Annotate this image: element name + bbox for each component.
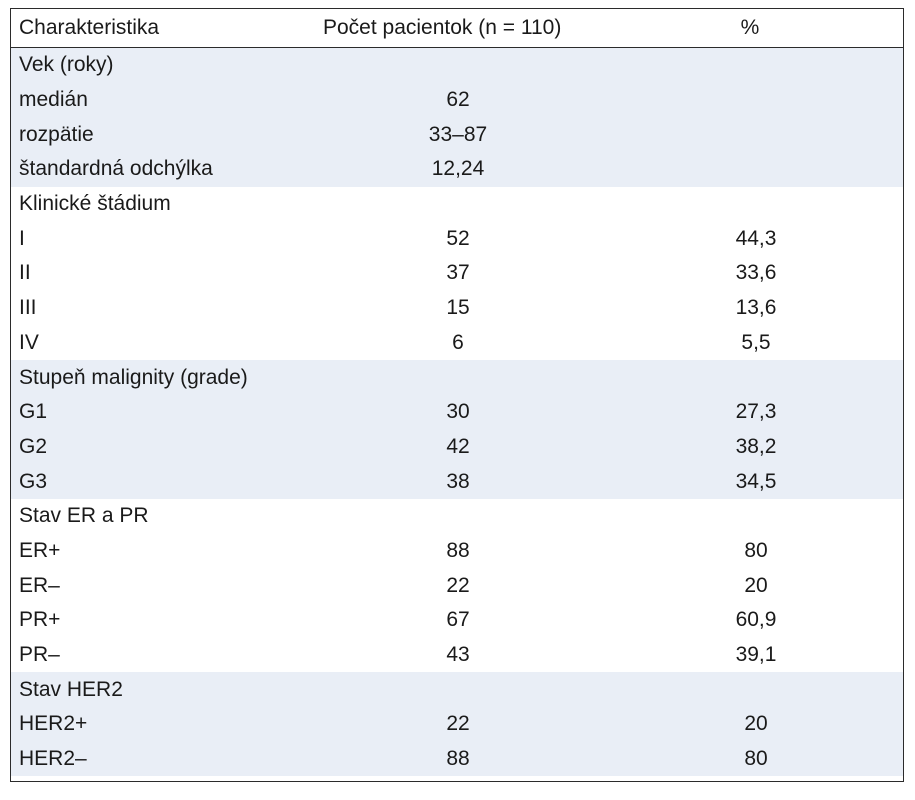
- row-label: PR+: [11, 603, 303, 638]
- header-count: Počet pacientok (n = 110): [303, 9, 613, 48]
- table-row: PR– 43 39,1: [11, 637, 903, 673]
- row-count: 15: [303, 290, 613, 326]
- header-percent: %: [613, 9, 903, 48]
- row-count: 30: [303, 394, 613, 430]
- row-label: HER2–: [11, 741, 303, 777]
- row-value: 33–87: [428, 122, 488, 146]
- row-count: 6: [303, 325, 613, 361]
- row-value: 12,24: [431, 157, 485, 181]
- row-label: II: [11, 256, 303, 291]
- group-heading: Stav HER2: [11, 672, 903, 708]
- group-heading-row: Klinické štádium: [11, 186, 903, 222]
- row-percent: 5,5: [613, 325, 903, 361]
- group-heading: Stupeň malignity (grade): [11, 360, 903, 395]
- table-row: III 15 13,6: [11, 290, 903, 326]
- row-label: štandardná odchýlka: [11, 152, 303, 187]
- row-count: 38: [303, 464, 613, 499]
- patient-characteristics-table: Charakteristika Počet pacientok (n = 110…: [10, 8, 904, 782]
- row-percent: 13,6: [613, 290, 903, 326]
- group-heading: Stav ER a PR: [11, 498, 903, 534]
- row-count: 67: [303, 603, 613, 638]
- table-row: ER+ 88 80: [11, 533, 903, 569]
- table-body: Vek (roky) medián 62 rozpätie 33–87 štandardn…: [11, 47, 903, 777]
- group-heading-row: Stav HER2: [11, 672, 903, 708]
- row-percent: 80: [613, 533, 903, 569]
- table-row: IV 6 5,5: [11, 325, 903, 361]
- row-label: HER2+: [11, 707, 303, 742]
- row-count: 52: [303, 221, 613, 257]
- header-row: Charakteristika Počet pacientok (n = 110…: [11, 9, 903, 48]
- group-heading: Klinické štádium: [11, 186, 903, 222]
- row-label: medián: [11, 82, 303, 118]
- row-percent: 38,2: [613, 429, 903, 465]
- table-row: medián 62: [11, 82, 903, 118]
- row-label: ER+: [11, 533, 303, 569]
- row-label: III: [11, 290, 303, 326]
- group-heading-row: Stav ER a PR: [11, 498, 903, 534]
- row-count: 88: [303, 533, 613, 569]
- row-label: I: [11, 221, 303, 257]
- row-label: PR–: [11, 637, 303, 673]
- row-percent: 39,1: [613, 637, 903, 673]
- row-value-cell: 12,24: [303, 152, 903, 187]
- table-row: štandardná odchýlka 12,24: [11, 152, 903, 187]
- row-percent: 27,3: [613, 394, 903, 430]
- row-percent: 34,5: [613, 464, 903, 499]
- row-count: 37: [303, 256, 613, 291]
- row-label: G3: [11, 464, 303, 499]
- row-label: IV: [11, 325, 303, 361]
- table-row: G3 38 34,5: [11, 464, 903, 499]
- header-characteristic: Charakteristika: [11, 9, 303, 48]
- row-label: rozpätie: [11, 117, 303, 153]
- table-row: PR+ 67 60,9: [11, 603, 903, 638]
- table-row: HER2– 88 80: [11, 741, 903, 777]
- row-label: G1: [11, 394, 303, 430]
- row-percent: 20: [613, 707, 903, 742]
- group-heading: Vek (roky): [11, 47, 903, 83]
- table-row: II 37 33,6: [11, 256, 903, 291]
- data-table: Charakteristika Počet pacientok (n = 110…: [11, 9, 903, 777]
- row-percent: 33,6: [613, 256, 903, 291]
- row-count: 43: [303, 637, 613, 673]
- table-row: rozpätie 33–87: [11, 117, 903, 153]
- table-row: HER2+ 22 20: [11, 707, 903, 742]
- row-percent: 80: [613, 741, 903, 777]
- row-count: 42: [303, 429, 613, 465]
- row-count: 22: [303, 568, 613, 603]
- table-row: ER– 22 20: [11, 568, 903, 603]
- row-label: G2: [11, 429, 303, 465]
- table-row: G1 30 27,3: [11, 394, 903, 430]
- table-row: G2 42 38,2: [11, 429, 903, 465]
- row-count: 88: [303, 741, 613, 777]
- row-value: 62: [446, 88, 470, 112]
- row-percent: 60,9: [613, 603, 903, 638]
- table-row: I 52 44,3: [11, 221, 903, 257]
- row-label: ER–: [11, 568, 303, 603]
- row-value-cell: 33–87: [303, 117, 903, 153]
- row-value-cell: 62: [303, 82, 903, 118]
- group-heading-row: Vek (roky): [11, 47, 903, 83]
- group-heading-row: Stupeň malignity (grade): [11, 360, 903, 395]
- row-count: 22: [303, 707, 613, 742]
- row-percent: 44,3: [613, 221, 903, 257]
- row-percent: 20: [613, 568, 903, 603]
